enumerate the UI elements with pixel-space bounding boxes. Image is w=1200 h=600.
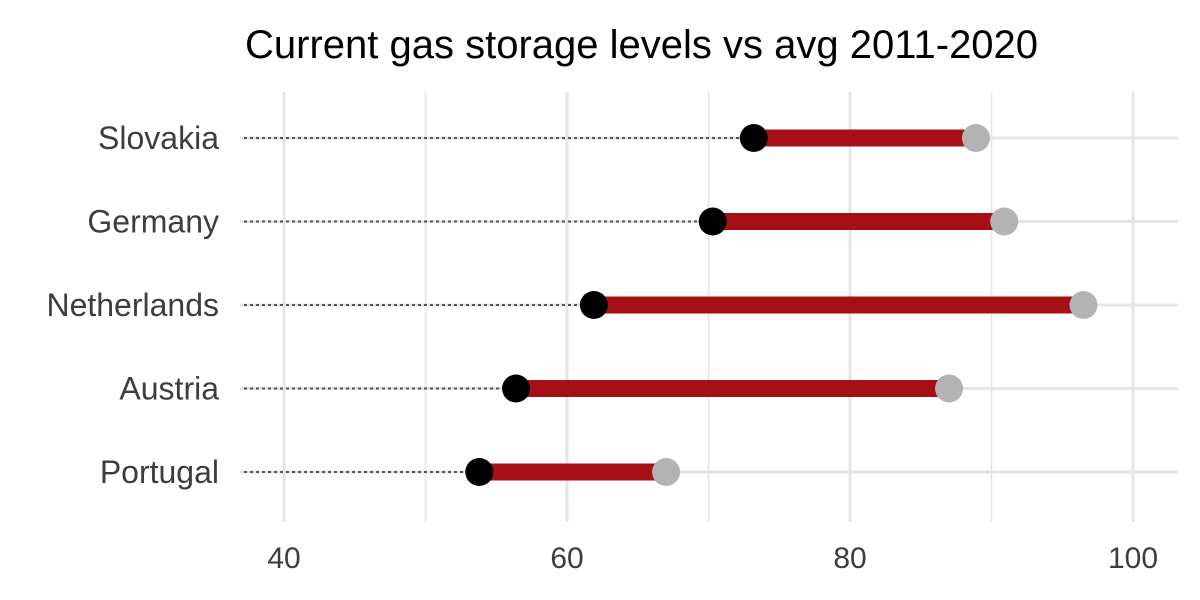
x-tick-label: 80	[833, 542, 866, 575]
current-point	[579, 291, 608, 319]
data-layer	[244, 124, 1098, 486]
category-label: Portugal	[100, 454, 219, 490]
x-tick-label: 100	[1108, 542, 1158, 575]
category-label: Germany	[87, 204, 219, 240]
category-label: Netherlands	[46, 287, 219, 323]
category-label: Slovakia	[98, 120, 219, 156]
current-point	[739, 124, 768, 152]
current-point	[465, 458, 494, 486]
chart-title: Current gas storage levels vs avg 2011-2…	[245, 23, 1038, 67]
average-point	[961, 124, 990, 152]
x-tick-label: 40	[267, 542, 300, 575]
average-point	[1069, 291, 1098, 319]
average-point	[935, 374, 964, 403]
average-point	[652, 458, 681, 486]
label-layer: Slovakia Germany Netherlands Austria Portuga…	[46, 120, 1158, 575]
category-label: Austria	[119, 371, 219, 407]
x-tick-label: 60	[550, 542, 583, 575]
current-point	[502, 374, 531, 403]
average-point	[990, 207, 1019, 236]
current-point	[698, 207, 727, 236]
